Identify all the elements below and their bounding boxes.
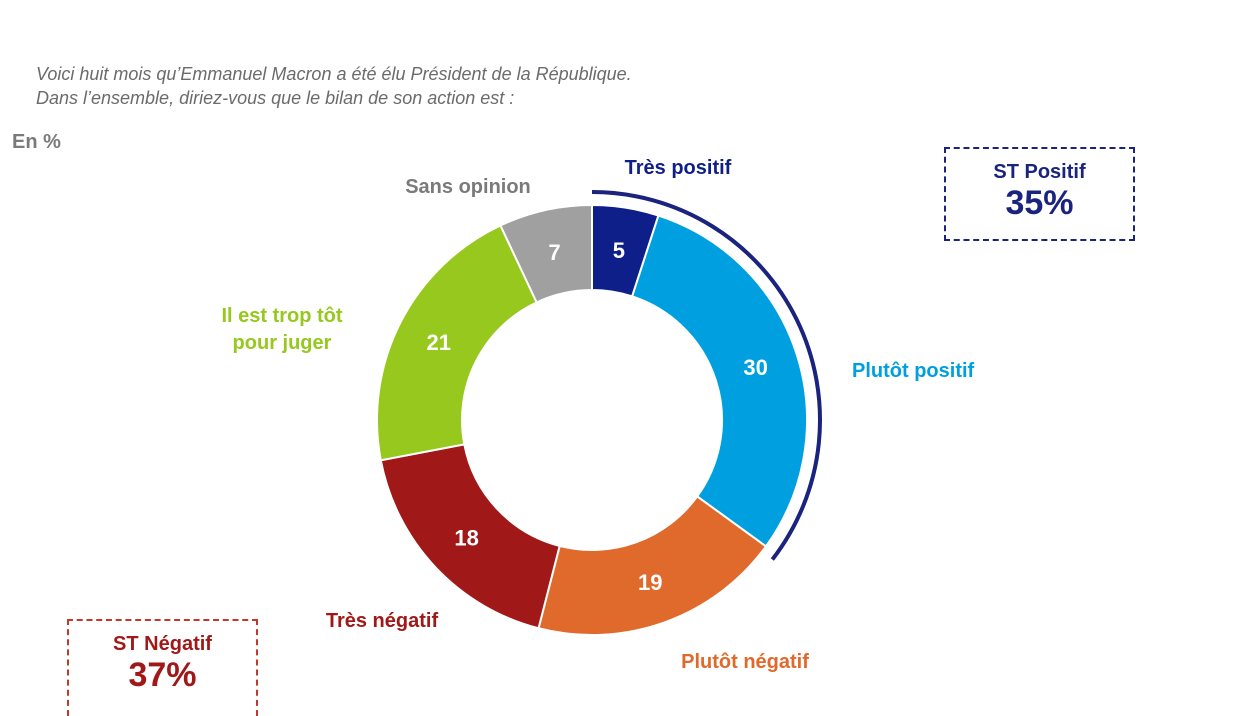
donut-slice [499, 203, 593, 304]
question-line-2: Dans l’ensemble, diriez-vous que le bila… [36, 88, 515, 108]
slice-value-label: 18 [454, 526, 478, 551]
subtotal-negative-label: ST Négatif [113, 633, 212, 655]
unit-label: En % [12, 131, 61, 153]
category-label: Très négatif [326, 610, 439, 632]
slice-value-label: 19 [638, 570, 662, 595]
subtotal-negative-value: 37% [128, 656, 197, 694]
category-label: Plutôt positif [852, 360, 975, 382]
question-line-1: Voici huit mois qu’Emmanuel Macron a été… [36, 64, 632, 84]
category-label: Plutôt négatif [681, 651, 809, 673]
category-label: Très positif [625, 157, 732, 179]
slice-value-label: 5 [613, 238, 625, 263]
slice-value-label: 7 [548, 240, 560, 265]
slice-value-label: 30 [743, 355, 767, 380]
donut-slice [537, 495, 768, 636]
subtotal-positive-label: ST Positif [993, 161, 1086, 183]
subtotal-positive-value: 35% [1005, 184, 1074, 222]
donut-slice [630, 214, 808, 548]
positive-bracket-arc [591, 190, 822, 561]
question-text: Voici huit mois qu’Emmanuel Macron a été… [36, 62, 632, 110]
slice-value-label: 21 [427, 330, 451, 355]
subtotal-positive-box: ST Positif 35% [944, 147, 1135, 241]
category-label: Il est trop tôt pour juger [221, 305, 342, 354]
category-label: Sans opinion [405, 176, 531, 198]
subtotal-negative-box: ST Négatif 37% [67, 619, 258, 716]
donut-slice [376, 224, 538, 462]
